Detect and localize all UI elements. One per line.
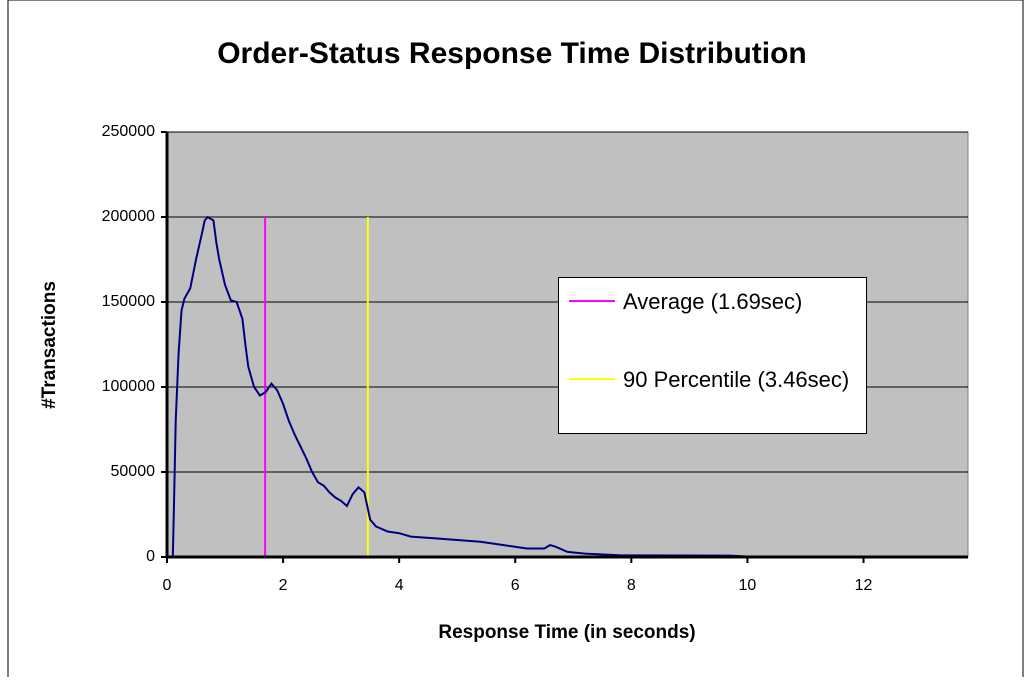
x-tick-label: 8 bbox=[627, 577, 636, 594]
y-tick-label: 200000 bbox=[102, 208, 155, 225]
data-line bbox=[171, 215, 969, 558]
x-tick-label: 12 bbox=[855, 577, 873, 594]
y-tick-label: 100000 bbox=[102, 378, 155, 395]
x-tick-label: 2 bbox=[279, 577, 288, 594]
legend-entry: Average (1.69sec) bbox=[569, 288, 853, 316]
x-tick-label: 0 bbox=[163, 577, 172, 594]
x-tick-label: 6 bbox=[511, 577, 520, 594]
x-tick-label: 4 bbox=[395, 577, 404, 594]
x-axis-label: Response Time (in seconds) bbox=[438, 622, 695, 643]
y-tick-label: 250000 bbox=[102, 123, 155, 140]
legend-swatch bbox=[569, 378, 615, 380]
legend-label: Average (1.69sec) bbox=[623, 289, 803, 314]
legend-swatch bbox=[569, 300, 615, 302]
legend: Average (1.69sec) 90 Percentile (3.46sec) bbox=[558, 277, 867, 434]
y-axis-label: #Transactions bbox=[39, 281, 60, 409]
y-tick-label: 50000 bbox=[111, 463, 156, 480]
legend-label: 90 Percentile (3.46sec) bbox=[623, 367, 850, 392]
y-tick-label: 150000 bbox=[102, 293, 155, 310]
x-tick-label: 10 bbox=[739, 577, 757, 594]
y-tick-label: 0 bbox=[146, 548, 155, 565]
chart-title: Order-Status Response Time Distribution bbox=[217, 37, 807, 70]
legend-entry: 90 Percentile (3.46sec) bbox=[569, 366, 853, 394]
